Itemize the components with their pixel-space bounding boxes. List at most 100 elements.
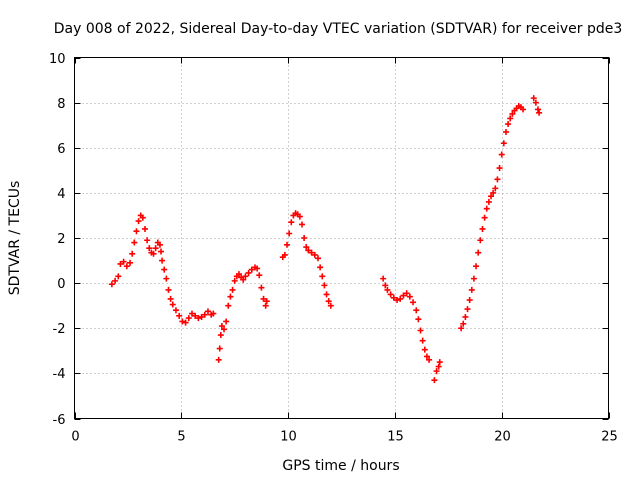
data-point xyxy=(419,337,426,344)
data-point xyxy=(188,310,195,317)
data-point xyxy=(387,291,394,298)
data-point xyxy=(406,293,413,300)
data-point xyxy=(221,326,228,333)
data-point xyxy=(421,346,428,353)
data-point xyxy=(195,315,202,322)
data-point xyxy=(490,189,497,196)
data-point xyxy=(417,327,424,334)
data-point xyxy=(129,250,136,257)
axes: 0 5 10 15 20 25 -6 -4 -2 0 2 4 6 8 10 xyxy=(49,52,618,445)
data-point xyxy=(317,264,324,271)
data-point xyxy=(176,312,183,319)
y-axis-label: SDTVAR / TECUs xyxy=(7,181,23,296)
data-point xyxy=(319,273,326,280)
data-point xyxy=(215,356,222,363)
data-point xyxy=(400,292,407,299)
x-tick-label: 20 xyxy=(494,430,511,445)
data-point xyxy=(298,221,305,228)
data-point xyxy=(163,275,170,282)
y-tick-label: 0 xyxy=(57,277,65,292)
data-point xyxy=(120,258,127,265)
data-point xyxy=(254,265,261,272)
data-point xyxy=(532,99,539,106)
data-point xyxy=(167,295,174,302)
data-point xyxy=(240,276,247,283)
data-point xyxy=(263,298,270,305)
data-point xyxy=(460,320,467,327)
x-tick-label: 25 xyxy=(601,430,618,445)
data-point xyxy=(479,225,486,232)
data-point xyxy=(470,275,477,282)
data-point xyxy=(500,140,507,147)
data-point xyxy=(483,205,490,212)
data-point xyxy=(301,235,308,241)
y-tick-label: 4 xyxy=(57,187,65,202)
data-point xyxy=(192,312,199,319)
data-point xyxy=(296,213,303,220)
data-point xyxy=(394,297,401,304)
data-point xyxy=(115,273,122,280)
data-point xyxy=(158,248,165,255)
data-point xyxy=(466,297,473,304)
data-point xyxy=(284,241,291,248)
data-point xyxy=(485,198,492,205)
data-point xyxy=(303,244,310,251)
data-point xyxy=(426,356,433,363)
data-point xyxy=(382,282,389,289)
data-point xyxy=(156,241,163,248)
data-point xyxy=(458,325,465,332)
x-tick-label: 5 xyxy=(177,430,185,445)
data-point xyxy=(229,286,236,293)
data-point xyxy=(108,281,115,288)
data-point xyxy=(507,115,514,122)
data-point xyxy=(161,266,168,273)
data-point xyxy=(225,302,232,309)
data-point xyxy=(413,307,420,314)
data-point xyxy=(165,286,172,293)
data-point xyxy=(536,109,543,116)
data-point xyxy=(227,293,234,300)
data-point xyxy=(520,106,527,113)
data-point xyxy=(133,228,140,235)
data-point xyxy=(492,185,499,192)
data-point xyxy=(139,214,146,221)
x-tick-label: 0 xyxy=(71,430,79,445)
data-point xyxy=(146,245,153,252)
data-point xyxy=(462,313,469,320)
data-point xyxy=(488,193,495,200)
y-tick-label: -6 xyxy=(53,413,66,428)
x-axis-label: GPS time / hours xyxy=(282,458,399,474)
x-tick-label: 10 xyxy=(280,430,297,445)
data-point xyxy=(210,310,217,317)
y-tick-label: 6 xyxy=(57,142,65,157)
data-point xyxy=(502,128,509,135)
data-point xyxy=(185,315,192,322)
data-point xyxy=(144,237,151,244)
data-point xyxy=(509,110,516,117)
data-point xyxy=(117,260,124,267)
data-point xyxy=(464,306,471,313)
data-point xyxy=(127,259,134,266)
data-point xyxy=(535,106,542,113)
data-point xyxy=(223,318,230,325)
data-point xyxy=(431,377,438,384)
chart-title: Day 008 of 2022, Sidereal Day-to-day VTE… xyxy=(54,21,623,37)
data-point xyxy=(256,272,263,279)
data-point xyxy=(423,353,430,360)
data-point xyxy=(141,225,148,232)
y-tick-label: -4 xyxy=(53,367,66,382)
data-point xyxy=(260,295,267,302)
data-point xyxy=(152,245,159,252)
y-tick-label: 10 xyxy=(49,52,66,67)
data-point xyxy=(205,308,211,315)
data-point xyxy=(169,301,176,308)
data-point xyxy=(150,250,157,257)
data-point xyxy=(323,291,330,298)
data-point xyxy=(218,322,225,329)
data-point xyxy=(435,363,442,370)
y-tick-label: 2 xyxy=(57,232,65,247)
data-point xyxy=(390,294,397,301)
data-point xyxy=(494,176,501,183)
data-point xyxy=(201,311,208,318)
